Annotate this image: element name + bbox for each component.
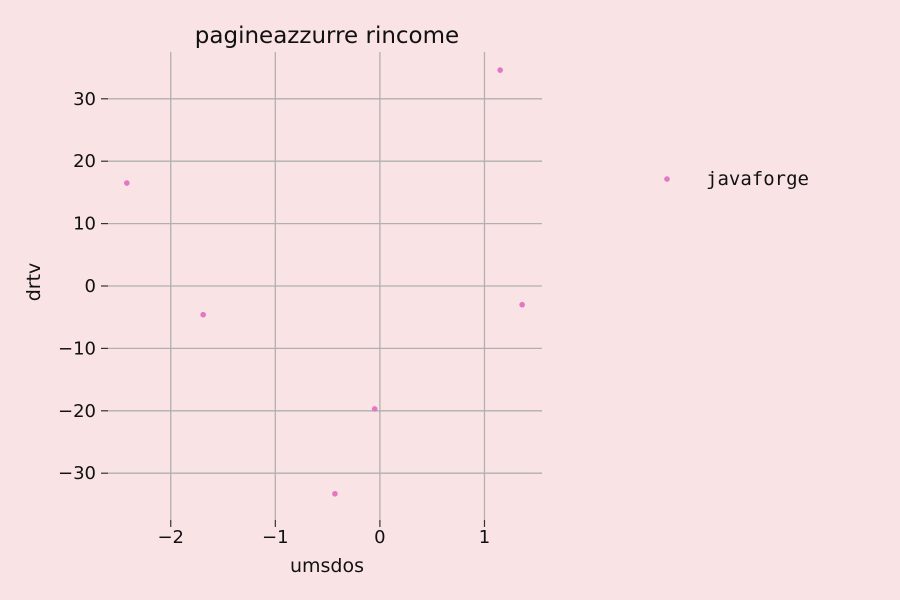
data-points <box>124 67 525 497</box>
data-point <box>519 301 525 308</box>
y-tick-label: −20 <box>58 401 96 422</box>
data-point <box>332 490 338 497</box>
y-tick-label: 20 <box>73 151 96 172</box>
x-axis-label: umsdos <box>290 555 364 577</box>
x-tick-label: 0 <box>374 527 385 548</box>
data-point <box>124 180 130 186</box>
data-point <box>371 406 378 412</box>
y-tick-label: 0 <box>85 276 96 297</box>
legend: javaforge <box>664 168 809 190</box>
y-tick-label: −30 <box>58 463 96 484</box>
x-tick-label: 1 <box>479 527 490 548</box>
y-tick-label: −10 <box>58 338 96 359</box>
x-tick-label: −2 <box>157 527 184 548</box>
y-tick-label: 10 <box>73 214 96 235</box>
legend-marker <box>664 176 670 182</box>
y-axis-label: drtv <box>23 263 45 302</box>
y-tick-label: 30 <box>73 89 96 110</box>
chart-title: pagineazzurre rincome <box>195 23 459 49</box>
legend-label-javaforge: javaforge <box>706 168 809 190</box>
data-point <box>497 67 503 73</box>
y-axis: −30 −20 −10 0 10 20 30 <box>58 89 108 484</box>
data-point <box>200 311 206 318</box>
grid <box>108 52 542 520</box>
x-axis: −2 −1 0 1 <box>157 520 490 548</box>
x-tick-label: −1 <box>262 527 289 548</box>
